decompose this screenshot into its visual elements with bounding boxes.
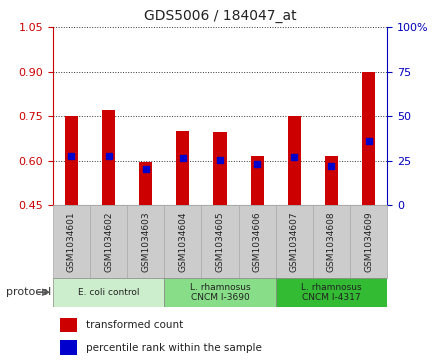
Bar <box>213 132 227 205</box>
Text: GSM1034608: GSM1034608 <box>327 211 336 272</box>
Text: protocol: protocol <box>6 287 51 297</box>
FancyBboxPatch shape <box>164 278 276 307</box>
Text: GSM1034604: GSM1034604 <box>178 211 187 272</box>
Text: GSM1034607: GSM1034607 <box>290 211 299 272</box>
FancyBboxPatch shape <box>350 205 387 278</box>
Bar <box>102 110 115 205</box>
Bar <box>139 162 152 205</box>
Text: GSM1034602: GSM1034602 <box>104 211 113 272</box>
Text: L. rhamnosus
CNCM I-4317: L. rhamnosus CNCM I-4317 <box>301 282 362 302</box>
Bar <box>325 156 338 205</box>
Text: GSM1034609: GSM1034609 <box>364 211 373 272</box>
Text: GSM1034605: GSM1034605 <box>216 211 224 272</box>
Text: L. rhamnosus
CNCM I-3690: L. rhamnosus CNCM I-3690 <box>190 282 250 302</box>
Text: GSM1034606: GSM1034606 <box>253 211 262 272</box>
Bar <box>288 116 301 205</box>
FancyBboxPatch shape <box>238 205 276 278</box>
FancyBboxPatch shape <box>53 278 164 307</box>
FancyBboxPatch shape <box>164 205 202 278</box>
FancyBboxPatch shape <box>276 278 387 307</box>
FancyBboxPatch shape <box>127 205 164 278</box>
Bar <box>60 340 77 355</box>
Bar <box>65 116 78 205</box>
Bar <box>60 318 77 332</box>
Text: percentile rank within the sample: percentile rank within the sample <box>86 343 262 353</box>
Title: GDS5006 / 184047_at: GDS5006 / 184047_at <box>144 9 296 24</box>
Bar <box>176 131 189 205</box>
FancyBboxPatch shape <box>202 205 238 278</box>
Bar <box>251 156 264 205</box>
Text: transformed count: transformed count <box>86 321 184 330</box>
Bar <box>362 72 375 205</box>
FancyBboxPatch shape <box>313 205 350 278</box>
FancyBboxPatch shape <box>53 205 90 278</box>
Text: GSM1034601: GSM1034601 <box>67 211 76 272</box>
Text: E. coli control: E. coli control <box>78 288 139 297</box>
FancyBboxPatch shape <box>276 205 313 278</box>
Text: GSM1034603: GSM1034603 <box>141 211 150 272</box>
FancyBboxPatch shape <box>90 205 127 278</box>
